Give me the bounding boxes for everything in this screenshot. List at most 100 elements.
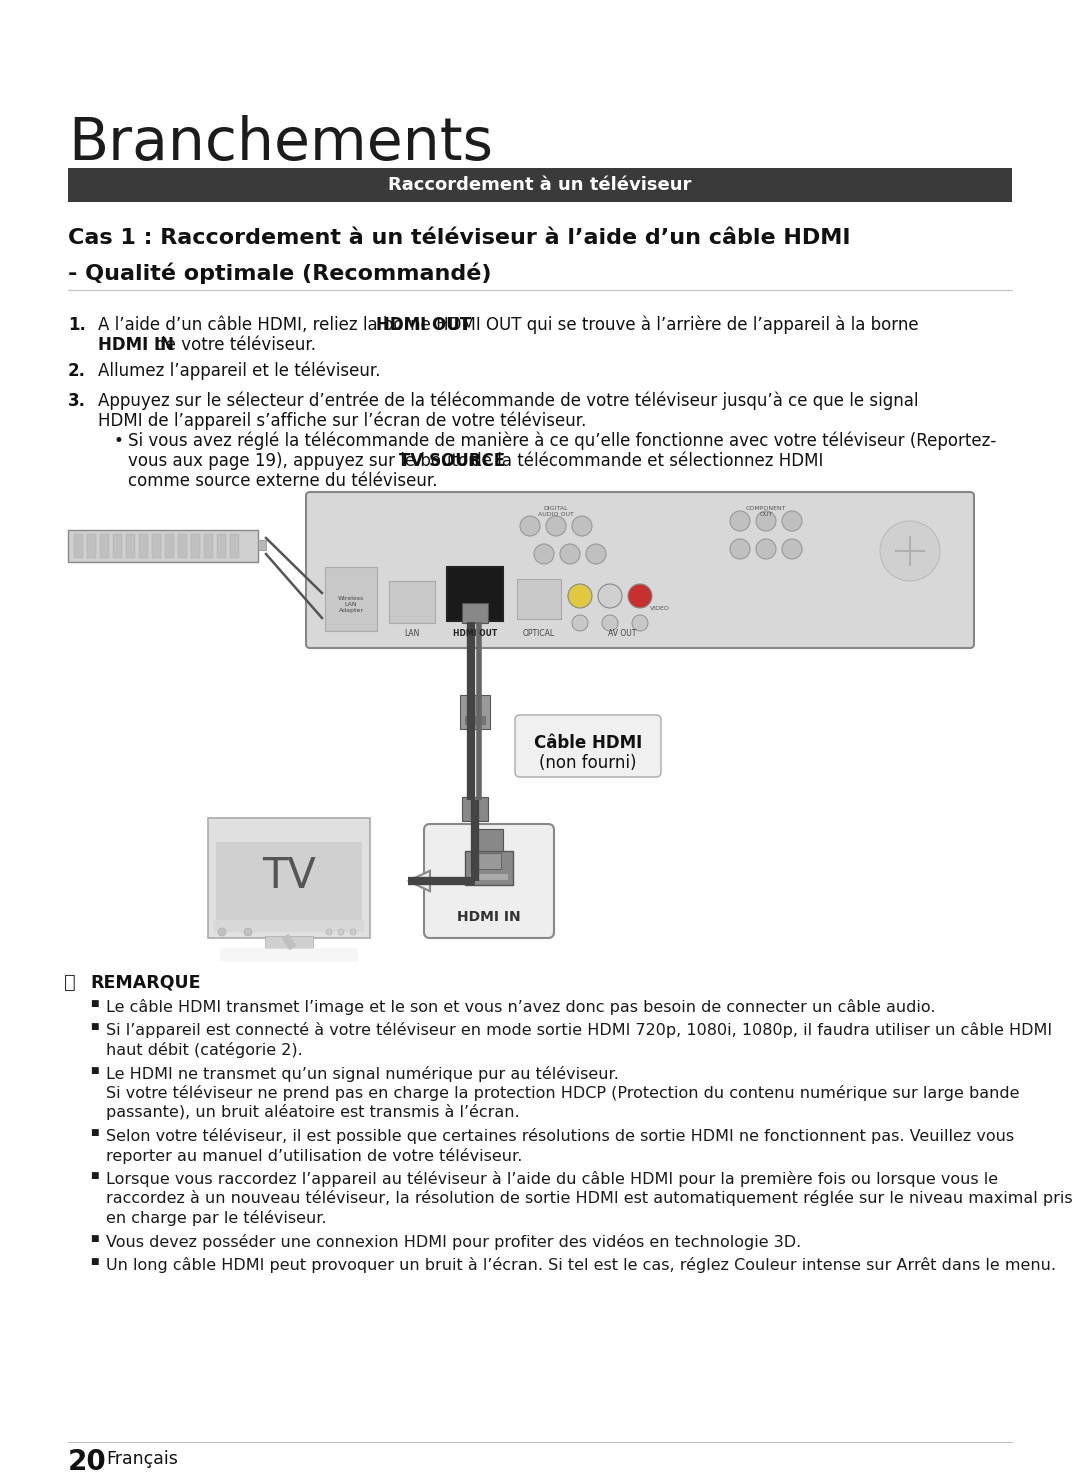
Text: 📋: 📋 — [64, 973, 76, 993]
FancyBboxPatch shape — [258, 541, 266, 549]
FancyBboxPatch shape — [220, 948, 357, 962]
Circle shape — [338, 929, 345, 935]
Circle shape — [756, 511, 777, 532]
FancyBboxPatch shape — [517, 579, 561, 619]
Circle shape — [561, 544, 580, 564]
FancyBboxPatch shape — [265, 936, 313, 948]
Text: Vous devez posséder une connexion HDMI pour profiter des vidéos en technologie 3: Vous devez posséder une connexion HDMI p… — [106, 1233, 801, 1250]
FancyBboxPatch shape — [515, 715, 661, 777]
Text: Un long câble HDMI peut provoquer un bruit à l’écran. Si tel est le cas, réglez : Un long câble HDMI peut provoquer un bru… — [106, 1257, 1056, 1273]
Text: Si l’appareil est connecté à votre téléviseur en mode sortie HDMI 720p, 1080i, 1: Si l’appareil est connecté à votre télév… — [106, 1022, 1052, 1038]
Circle shape — [627, 583, 652, 609]
Text: Si vous avez réglé la télécommande de manière à ce qu’elle fonctionne avec votre: Si vous avez réglé la télécommande de ma… — [129, 431, 996, 450]
FancyBboxPatch shape — [306, 492, 974, 648]
Text: 3.: 3. — [68, 391, 86, 411]
Text: Lorsque vous raccordez l’appareil au téléviseur à l’aide du câble HDMI pour la p: Lorsque vous raccordez l’appareil au tél… — [106, 1171, 998, 1188]
Text: raccordez à un nouveau téléviseur, la résolution de sortie HDMI est automatiquem: raccordez à un nouveau téléviseur, la ré… — [106, 1190, 1072, 1207]
Text: Le câble HDMI transmet l’image et le son et vous n’avez donc pas besoin de conne: Le câble HDMI transmet l’image et le son… — [106, 998, 935, 1015]
Text: Câble HDMI: Câble HDMI — [534, 734, 643, 752]
Text: LAN: LAN — [404, 629, 420, 638]
Circle shape — [782, 511, 802, 532]
Circle shape — [519, 515, 540, 536]
Text: AV OUT: AV OUT — [608, 629, 636, 638]
Text: comme source externe du téléviseur.: comme source externe du téléviseur. — [129, 473, 437, 490]
Circle shape — [782, 539, 802, 558]
Circle shape — [756, 539, 777, 558]
Text: TV SOURCE: TV SOURCE — [400, 452, 505, 470]
Text: - Qualité optimale (Recommandé): - Qualité optimale (Recommandé) — [68, 261, 491, 284]
FancyBboxPatch shape — [68, 530, 258, 563]
Circle shape — [218, 928, 226, 936]
FancyBboxPatch shape — [230, 535, 239, 558]
Text: reporter au manuel d’utilisation de votre téléviseur.: reporter au manuel d’utilisation de votr… — [106, 1148, 523, 1164]
Circle shape — [730, 511, 750, 532]
Text: HDMI de l’appareil s’affiche sur l’écran de votre téléviseur.: HDMI de l’appareil s’affiche sur l’écran… — [98, 412, 586, 430]
Text: haut débit (catégorie 2).: haut débit (catégorie 2). — [106, 1041, 302, 1058]
Text: ■: ■ — [90, 1257, 98, 1266]
Text: COMPONENT
OUT: COMPONENT OUT — [745, 507, 786, 517]
FancyBboxPatch shape — [389, 580, 435, 623]
Text: Wireless
LAN
Adapter: Wireless LAN Adapter — [338, 597, 364, 613]
FancyBboxPatch shape — [152, 535, 161, 558]
Text: Branchements: Branchements — [68, 115, 492, 171]
FancyBboxPatch shape — [460, 696, 490, 730]
Text: 20: 20 — [68, 1447, 107, 1476]
Text: DIGITAL
AUDIO OUT: DIGITAL AUDIO OUT — [538, 507, 573, 517]
FancyBboxPatch shape — [424, 824, 554, 938]
Text: Cas 1 : Raccordement à un téléviseur à l’aide d’un câble HDMI: Cas 1 : Raccordement à un téléviseur à l… — [68, 227, 851, 248]
Circle shape — [546, 515, 566, 536]
Polygon shape — [408, 871, 430, 891]
Circle shape — [586, 544, 606, 564]
Text: Français: Français — [106, 1450, 178, 1468]
FancyBboxPatch shape — [325, 567, 377, 631]
Text: de la télécommande et sélectionnez HDMI: de la télécommande et sélectionnez HDMI — [467, 452, 823, 470]
Text: Si votre téléviseur ne prend pas en charge la protection HDCP (Protection du con: Si votre téléviseur ne prend pas en char… — [106, 1086, 1020, 1100]
FancyBboxPatch shape — [68, 168, 1012, 202]
Text: TV: TV — [262, 855, 316, 897]
FancyBboxPatch shape — [208, 818, 370, 938]
Text: Raccordement à un téléviseur: Raccordement à un téléviseur — [389, 176, 691, 193]
Text: 1.: 1. — [68, 316, 86, 334]
FancyBboxPatch shape — [75, 535, 83, 558]
Text: en charge par le téléviseur.: en charge par le téléviseur. — [106, 1210, 326, 1226]
Text: Appuyez sur le sélecteur d’entrée de la télécommande de votre téléviseur jusqu’à: Appuyez sur le sélecteur d’entrée de la … — [98, 391, 918, 411]
FancyBboxPatch shape — [217, 535, 226, 558]
Circle shape — [572, 614, 588, 631]
FancyBboxPatch shape — [462, 603, 488, 623]
Text: Allumez l’appareil et le téléviseur.: Allumez l’appareil et le téléviseur. — [98, 362, 380, 381]
Circle shape — [598, 583, 622, 609]
Text: HDMI IN: HDMI IN — [98, 335, 174, 354]
Text: OPTICAL: OPTICAL — [523, 629, 555, 638]
Text: HDMI OUT: HDMI OUT — [453, 629, 497, 638]
FancyBboxPatch shape — [470, 874, 508, 880]
FancyBboxPatch shape — [465, 716, 485, 724]
Text: ■: ■ — [90, 1128, 98, 1137]
Text: Selon votre téléviseur, il est possible que certaines résolutions de sortie HDMI: Selon votre téléviseur, il est possible … — [106, 1128, 1014, 1145]
Text: (non fourni): (non fourni) — [539, 753, 637, 772]
Text: ■: ■ — [90, 1065, 98, 1074]
Circle shape — [350, 929, 356, 935]
Circle shape — [730, 539, 750, 558]
Circle shape — [534, 544, 554, 564]
FancyBboxPatch shape — [214, 920, 364, 932]
FancyBboxPatch shape — [139, 535, 148, 558]
FancyBboxPatch shape — [465, 851, 513, 885]
Text: HDMI OUT: HDMI OUT — [376, 316, 471, 334]
Text: de votre téléviseur.: de votre téléviseur. — [150, 335, 315, 354]
Text: ■: ■ — [90, 998, 98, 1007]
FancyBboxPatch shape — [100, 535, 109, 558]
FancyBboxPatch shape — [87, 535, 96, 558]
Text: ■: ■ — [90, 1233, 98, 1242]
Circle shape — [568, 583, 592, 609]
FancyBboxPatch shape — [447, 567, 503, 620]
Circle shape — [602, 614, 618, 631]
Text: passante), un bruit aléatoire est transmis à l’écran.: passante), un bruit aléatoire est transm… — [106, 1105, 519, 1121]
Text: vous aux page 19), appuyez sur le bouton: vous aux page 19), appuyez sur le bouton — [129, 452, 484, 470]
Circle shape — [880, 521, 940, 580]
Circle shape — [632, 614, 648, 631]
FancyBboxPatch shape — [165, 535, 174, 558]
FancyBboxPatch shape — [462, 798, 488, 821]
FancyBboxPatch shape — [191, 535, 200, 558]
FancyBboxPatch shape — [178, 535, 187, 558]
Text: REMARQUE: REMARQUE — [90, 973, 201, 991]
